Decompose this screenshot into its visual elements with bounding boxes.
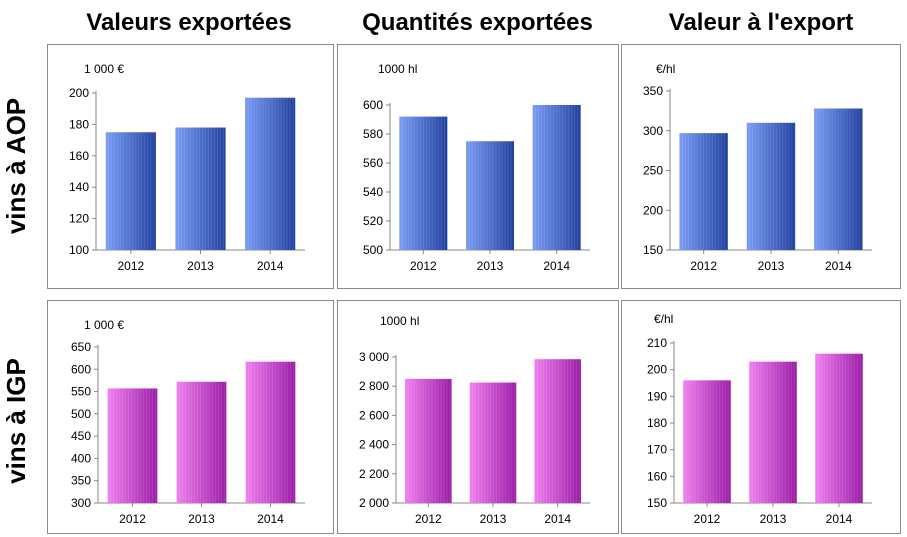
y-tick-label: 540 [363,185,383,199]
column-title-valeurs: Valeurs exportées [86,9,292,36]
bar-2012 [679,133,728,250]
panel-aop-quantites: 1000 hl 500 520 540 560 580 600 2012 2013 2014 [337,44,619,289]
x-tick-label: 2012 [694,512,721,526]
bar-chart: €/hl 150 200 250 300 350 2012 2013 2014 [643,62,872,273]
y-tick-label: 180 [647,416,667,430]
y-tick-label: 100 [69,243,89,257]
bar-2013 [176,381,227,503]
y-tick-label: 560 [363,156,383,170]
x-tick-label: 2012 [690,259,717,273]
x-tick-label: 2013 [477,259,504,273]
y-tick-label: 500 [71,407,91,421]
y-tick-label: 500 [363,243,383,257]
y-tick-label: 140 [69,180,89,194]
bar-chart: €/hl 150 160 170 180 190 200 210 2012 2013 2014 [647,312,872,526]
x-tick-label: 2014 [543,259,570,273]
bar-chart: 1 000 € 300 350 400 450 500 550 600 650 2012 2013 2… [71,318,305,526]
row-title-igp: vins à IGP [1,358,31,484]
unit-label: 1 000 € [84,318,124,332]
y-tick-label: 550 [71,385,91,399]
bar-2014 [815,353,863,503]
bar-2013 [746,122,796,250]
row-title-aop: vins à AOP [1,97,31,235]
bar-2013 [469,382,517,503]
x-tick-label: 2012 [415,512,442,526]
y-tick-label: 3 000 [359,350,389,364]
y-tick-label: 2 200 [359,467,389,481]
unit-label: 1000 hl [380,314,419,328]
y-tick-label: 160 [647,469,667,483]
unit-label: €/hl [654,312,673,326]
y-tick-label: 2 000 [359,496,389,510]
y-tick-label: 200 [643,203,663,217]
y-tick-label: 160 [69,149,89,163]
bar-2012 [107,388,158,503]
y-tick-label: 2 400 [359,438,389,452]
y-tick-label: 120 [69,212,89,226]
x-tick-label: 2013 [480,512,507,526]
y-tick-label: 2 800 [359,379,389,393]
column-title-quantites: Quantités exportées [362,9,593,36]
bar-2013 [466,141,514,250]
bar-2013 [749,361,797,503]
y-tick-label: 200 [647,363,667,377]
x-tick-label: 2014 [544,512,571,526]
bar-2012 [405,378,452,503]
y-tick-label: 150 [647,496,667,510]
unit-label: 1000 hl [378,62,417,76]
bar-chart: 1000 hl 500 520 540 560 580 600 2012 2013 2014 [363,62,590,273]
y-tick-label: 190 [647,389,667,403]
y-tick-label: 150 [643,243,663,257]
x-tick-label: 2013 [187,259,214,273]
bar-chart: 1 000 € 100 120 140 160 180 200 2012 2013 2014 [69,62,305,273]
y-tick-label: 300 [643,124,663,138]
bar-2013 [175,127,226,250]
y-tick-label: 300 [71,496,91,510]
bar-2012 [399,116,448,250]
bar-2014 [534,359,581,503]
x-tick-label: 2014 [257,259,284,273]
bar-2014 [532,105,581,250]
y-tick-label: 180 [69,117,89,131]
x-tick-label: 2012 [410,259,437,273]
y-tick-label: 580 [363,127,383,141]
y-tick-label: 170 [647,443,667,457]
bar-2014 [814,108,863,250]
x-tick-label: 2013 [760,512,787,526]
y-tick-label: 210 [647,336,667,350]
bar-2012 [105,132,156,250]
y-tick-label: 600 [71,362,91,376]
bar-chart: 1000 hl 2 000 2 200 2 400 2 600 2 800 3 000 201… [359,314,590,526]
x-tick-label: 2014 [826,512,853,526]
bar-2014 [245,361,296,503]
y-tick-label: 400 [71,451,91,465]
x-tick-label: 2014 [257,512,284,526]
y-tick-label: 600 [363,98,383,112]
y-tick-label: 250 [643,164,663,178]
y-tick-label: 350 [643,84,663,98]
y-tick-label: 450 [71,429,91,443]
panel-aop-valeur-export: €/hl 150 200 250 300 350 2012 2013 2014 [621,44,901,289]
y-tick-label: 2 600 [359,408,389,422]
y-tick-label: 650 [71,340,91,354]
panel-igp-quantites: 1000 hl 2 000 2 200 2 400 2 600 2 800 3 000 201… [337,300,619,534]
y-tick-label: 350 [71,474,91,488]
x-tick-label: 2012 [119,512,146,526]
unit-label: €/hl [656,62,675,76]
bar-2014 [245,97,296,251]
y-tick-label: 520 [363,214,383,228]
x-tick-label: 2013 [188,512,215,526]
panel-aop-valeurs: 1 000 € 100 120 140 160 180 200 2012 2013 2014 [47,44,334,289]
x-tick-label: 2013 [758,259,785,273]
bar-2012 [683,380,731,503]
y-tick-label: 200 [69,86,89,100]
x-tick-label: 2014 [825,259,852,273]
panel-igp-valeur-export: €/hl 150 160 170 180 190 200 210 2012 2013 2014 [621,300,901,534]
panel-igp-valeurs: 1 000 € 300 350 400 450 500 550 600 650 2012 2013 2… [47,300,334,534]
x-tick-label: 2012 [117,259,144,273]
column-title-valeur-export: Valeur à l'export [668,9,854,36]
unit-label: 1 000 € [84,62,124,76]
